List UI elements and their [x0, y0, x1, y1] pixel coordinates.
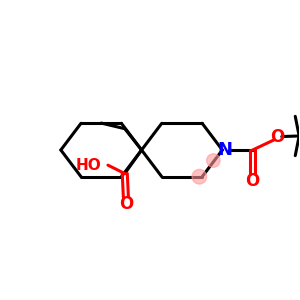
- Text: O: O: [245, 172, 260, 190]
- Text: O: O: [270, 128, 284, 146]
- Text: HO: HO: [76, 158, 101, 172]
- Text: O: O: [119, 195, 133, 213]
- Text: N: N: [218, 141, 232, 159]
- Circle shape: [207, 154, 220, 167]
- Circle shape: [192, 169, 207, 184]
